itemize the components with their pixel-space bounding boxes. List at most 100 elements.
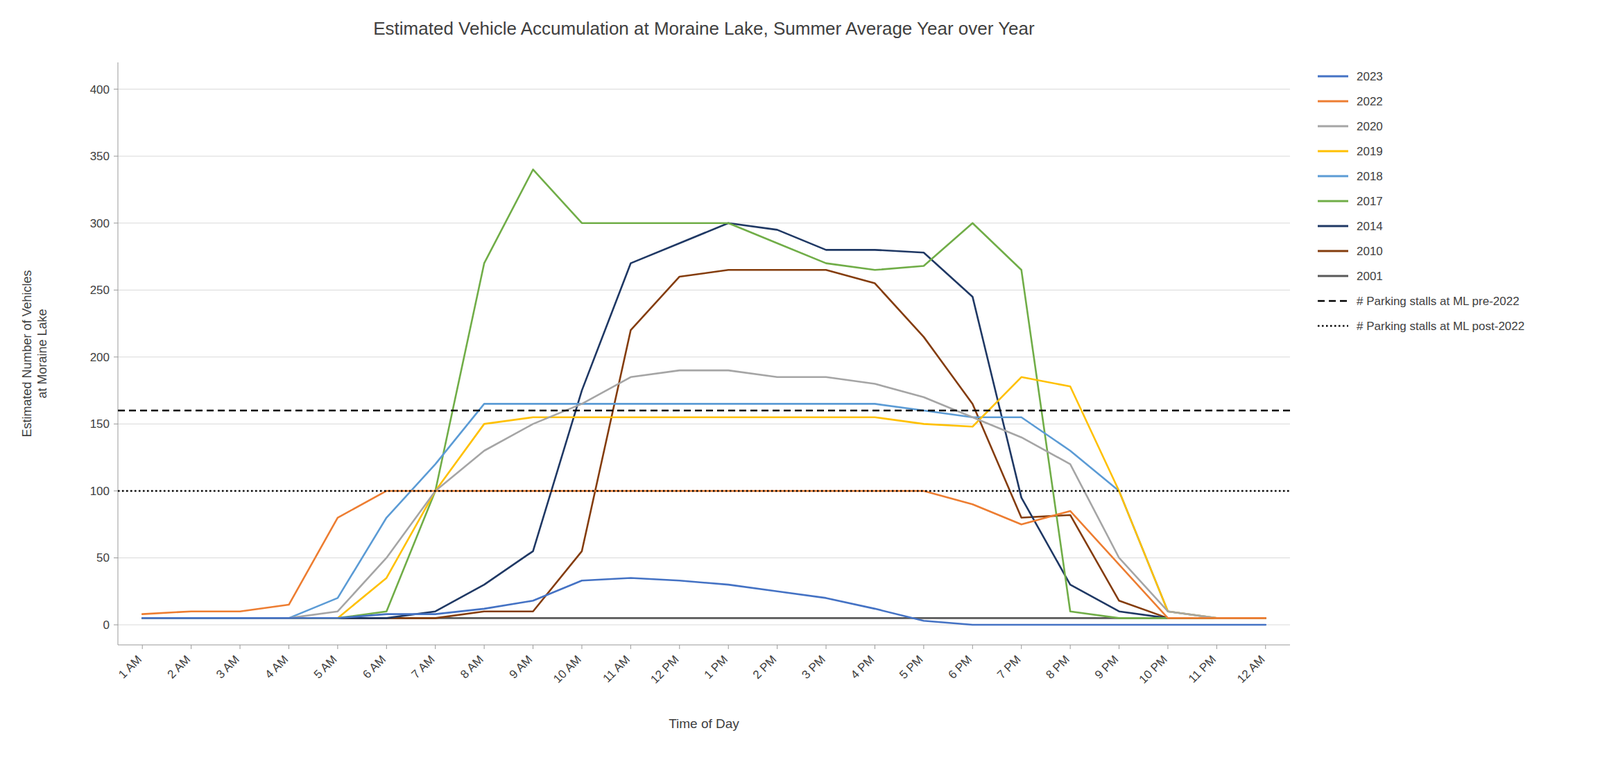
y-tick-label: 350 bbox=[90, 149, 110, 163]
legend-label: 2018 bbox=[1356, 169, 1383, 184]
legend-swatch bbox=[1317, 225, 1349, 228]
x-tick bbox=[1118, 644, 1120, 650]
y-tick-label: 250 bbox=[90, 283, 110, 297]
legend-swatch bbox=[1317, 200, 1349, 203]
y-tick-label: 300 bbox=[90, 217, 110, 231]
x-tick-label: 4 AM bbox=[262, 652, 291, 682]
x-tick bbox=[1265, 644, 1266, 650]
series-line bbox=[142, 403, 1266, 618]
y-axis-line bbox=[117, 62, 119, 645]
grid bbox=[113, 89, 1290, 625]
x-tick-label: 12 AM bbox=[1234, 652, 1268, 686]
y-tick-label: 400 bbox=[90, 83, 110, 97]
x-tick-label: 2 AM bbox=[165, 652, 194, 682]
grid-line bbox=[117, 156, 1290, 157]
x-tick bbox=[972, 644, 974, 650]
x-tick bbox=[190, 644, 192, 650]
legend-swatch bbox=[1317, 250, 1349, 253]
x-axis-label: Time of Day bbox=[668, 716, 740, 731]
series-line bbox=[142, 269, 1266, 618]
legend-swatch bbox=[1317, 125, 1349, 128]
legend-label: 2014 bbox=[1356, 219, 1383, 234]
x-tick bbox=[288, 644, 290, 650]
reference-line bbox=[117, 490, 1290, 492]
x-tick-label: 4 PM bbox=[848, 652, 877, 682]
y-tick bbox=[113, 624, 118, 626]
y-tick-label: 50 bbox=[96, 551, 110, 565]
legend-label: 2017 bbox=[1356, 194, 1383, 209]
legend-label: # Parking stalls at ML pre-2022 bbox=[1356, 294, 1520, 308]
x-tick bbox=[142, 644, 143, 650]
x-tick-label: 11 PM bbox=[1185, 652, 1219, 686]
x-tick bbox=[1167, 644, 1168, 650]
x-tick bbox=[386, 644, 387, 650]
grid-line bbox=[117, 356, 1290, 358]
x-tick bbox=[581, 644, 582, 650]
plot-area bbox=[117, 169, 1290, 625]
y-tick bbox=[113, 289, 118, 291]
legend-swatch bbox=[1317, 175, 1349, 178]
legend: 202320222020201920182017201420102001# Pa… bbox=[1317, 70, 1525, 333]
legend-label: # Parking stalls at ML post-2022 bbox=[1356, 319, 1525, 333]
y-tick bbox=[113, 156, 118, 157]
x-tick-label: 1 PM bbox=[701, 652, 731, 682]
series-line bbox=[142, 169, 1266, 618]
y-tick bbox=[113, 222, 118, 224]
legend-swatch bbox=[1317, 75, 1349, 78]
x-tick-label: 1 AM bbox=[115, 652, 145, 682]
grid-line bbox=[117, 289, 1290, 291]
legend-swatch bbox=[1317, 325, 1349, 327]
x-tick-label: 9 PM bbox=[1092, 652, 1121, 682]
y-tick-label: 200 bbox=[90, 350, 110, 365]
x-tick bbox=[337, 644, 338, 650]
reference-line bbox=[117, 409, 1290, 412]
x-tick-label: 3 PM bbox=[798, 652, 828, 682]
y-tick bbox=[113, 490, 118, 492]
x-tick bbox=[728, 644, 729, 650]
x-tick-label: 3 AM bbox=[213, 652, 243, 682]
x-tick bbox=[434, 644, 436, 650]
x-tick bbox=[484, 644, 485, 650]
x-tick-label: 8 PM bbox=[1043, 652, 1072, 682]
legend-swatch bbox=[1317, 100, 1349, 103]
x-tick-label: 6 PM bbox=[945, 652, 975, 682]
y-tick bbox=[113, 88, 118, 90]
x-tick bbox=[630, 644, 632, 650]
y-tick bbox=[113, 557, 118, 559]
legend-swatch bbox=[1317, 150, 1349, 153]
grid-line bbox=[117, 88, 1290, 90]
series-line bbox=[142, 370, 1266, 618]
x-tick-label: 10 PM bbox=[1136, 652, 1171, 686]
legend-label: 2010 bbox=[1356, 244, 1383, 258]
series-line bbox=[142, 577, 1266, 625]
y-tick bbox=[113, 423, 118, 425]
title: Estimated Vehicle Accumulation at Morain… bbox=[373, 18, 1035, 39]
y-tick-label: 150 bbox=[90, 417, 110, 431]
chart: Estimated Vehicle Accumulation at Morain… bbox=[0, 0, 1600, 760]
series-line bbox=[142, 223, 1266, 619]
legend-label: 2022 bbox=[1356, 95, 1383, 109]
x-tick-label: 6 AM bbox=[359, 652, 389, 682]
x-tick-label: 10 AM bbox=[550, 652, 584, 686]
y-tick bbox=[113, 356, 118, 358]
x-tick-label: 9 AM bbox=[506, 652, 536, 682]
x-tick bbox=[1070, 644, 1071, 650]
x-tick bbox=[923, 644, 924, 650]
x-tick bbox=[532, 644, 534, 650]
x-axis-line bbox=[117, 644, 1290, 646]
x-tick bbox=[776, 644, 778, 650]
legend-swatch bbox=[1317, 300, 1349, 302]
x-tick-label: 12 PM bbox=[647, 652, 682, 686]
legend-label: 2001 bbox=[1356, 269, 1383, 283]
x-tick-label: 5 PM bbox=[896, 652, 926, 682]
series-line bbox=[142, 491, 1266, 618]
y-tick-label: 100 bbox=[90, 484, 110, 498]
legend-swatch bbox=[1317, 275, 1349, 278]
x-tick-label: 5 AM bbox=[311, 652, 340, 682]
x-tick bbox=[678, 644, 680, 650]
x-tick bbox=[826, 644, 827, 650]
x-tick-label: 11 AM bbox=[600, 652, 634, 686]
x-tick-label: 2 PM bbox=[750, 652, 779, 682]
x-tick bbox=[874, 644, 876, 650]
x-tick-label: 8 AM bbox=[457, 652, 487, 682]
